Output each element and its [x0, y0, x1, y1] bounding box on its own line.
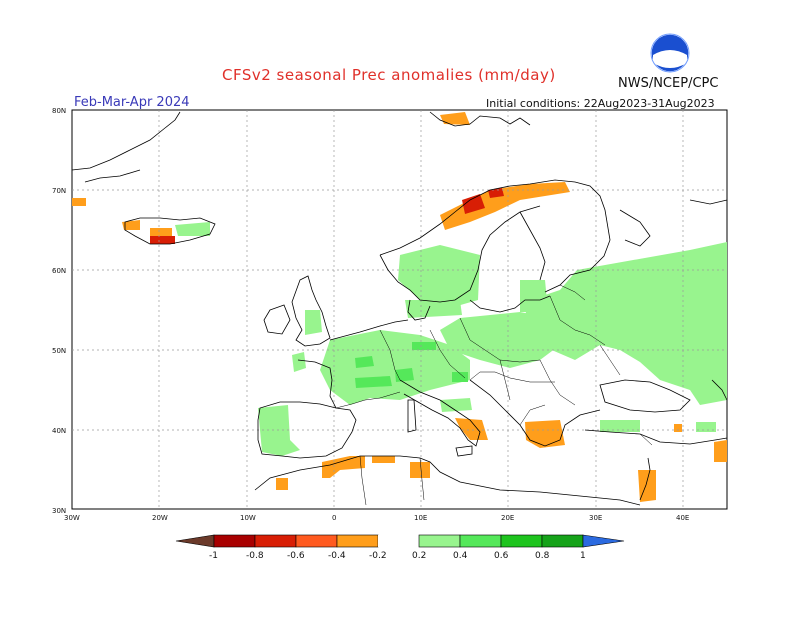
anomaly-negative-areas	[72, 112, 727, 502]
anomaly-positive-areas	[175, 222, 727, 456]
initial-conditions: Initial conditions: 22Aug2023-31Aug2023	[486, 97, 715, 110]
coastlines	[71, 111, 728, 506]
colorbar-segment	[582, 534, 625, 548]
lon-tick-label: 30W	[64, 514, 80, 522]
colorbar-label: -1	[209, 551, 218, 561]
lon-tick-label: 20E	[501, 514, 514, 522]
agency-label: NWS/NCEP/CPC	[618, 76, 719, 91]
lon-tick-label: 20W	[152, 514, 168, 522]
colorbar-segment	[459, 534, 502, 548]
lat-tick-label: 70N	[52, 187, 66, 195]
colorbar-segment	[213, 534, 256, 548]
lon-tick-label: 10E	[414, 514, 427, 522]
noaa-logo-icon	[650, 33, 690, 73]
lon-tick-labels: 30W 20W 10W 0 10E 20E 30E 40E	[64, 514, 689, 522]
lat-tick-label: 60N	[52, 267, 66, 275]
colorbar	[175, 534, 625, 548]
map-title: CFSv2 seasonal Prec anomalies (mm/day)	[222, 66, 556, 84]
colorbar-segment	[541, 534, 584, 548]
colorbar-segment	[336, 534, 379, 548]
lon-tick-label: 30E	[589, 514, 602, 522]
graticule	[72, 110, 727, 509]
colorbar-label: -0.2	[369, 551, 387, 561]
colorbar-label: 0.8	[535, 551, 550, 561]
anomaly-strong-negative-areas	[150, 188, 504, 244]
lat-tick-label: 40N	[52, 427, 66, 435]
lon-tick-label: 40E	[676, 514, 689, 522]
colorbar-segment	[418, 534, 461, 548]
colorbar-label: -0.8	[246, 551, 264, 561]
colorbar-label: 0.6	[494, 551, 509, 561]
colorbar-label: 1	[580, 551, 586, 561]
colorbar-label: -0.4	[328, 551, 346, 561]
colorbar-segment	[295, 534, 338, 548]
colorbar-label: -0.6	[287, 551, 305, 561]
colorbar-segment	[500, 534, 543, 548]
colorbar-segment	[378, 535, 419, 547]
colorbar-segment	[175, 534, 215, 548]
colorbar-segment	[254, 534, 297, 548]
anomaly-strong-positive-areas	[355, 342, 468, 388]
lat-tick-label: 50N	[52, 347, 66, 355]
colorbar-labels: -1 -0.8 -0.6 -0.4 -0.2 0.2 0.4 0.6 0.8 1	[209, 551, 586, 561]
colorbar-label: 0.2	[412, 551, 426, 561]
colorbar-label: 0.4	[453, 551, 468, 561]
lat-tick-label: 30N	[52, 507, 66, 515]
lat-tick-label: 80N	[52, 107, 66, 115]
forecast-period: Feb-Mar-Apr 2024	[74, 95, 190, 110]
lat-tick-labels: 80N 70N 60N 50N 40N 30N	[52, 107, 66, 515]
country-borders	[335, 284, 653, 506]
lon-tick-label: 10W	[240, 514, 256, 522]
lon-tick-label: 0	[332, 514, 336, 522]
